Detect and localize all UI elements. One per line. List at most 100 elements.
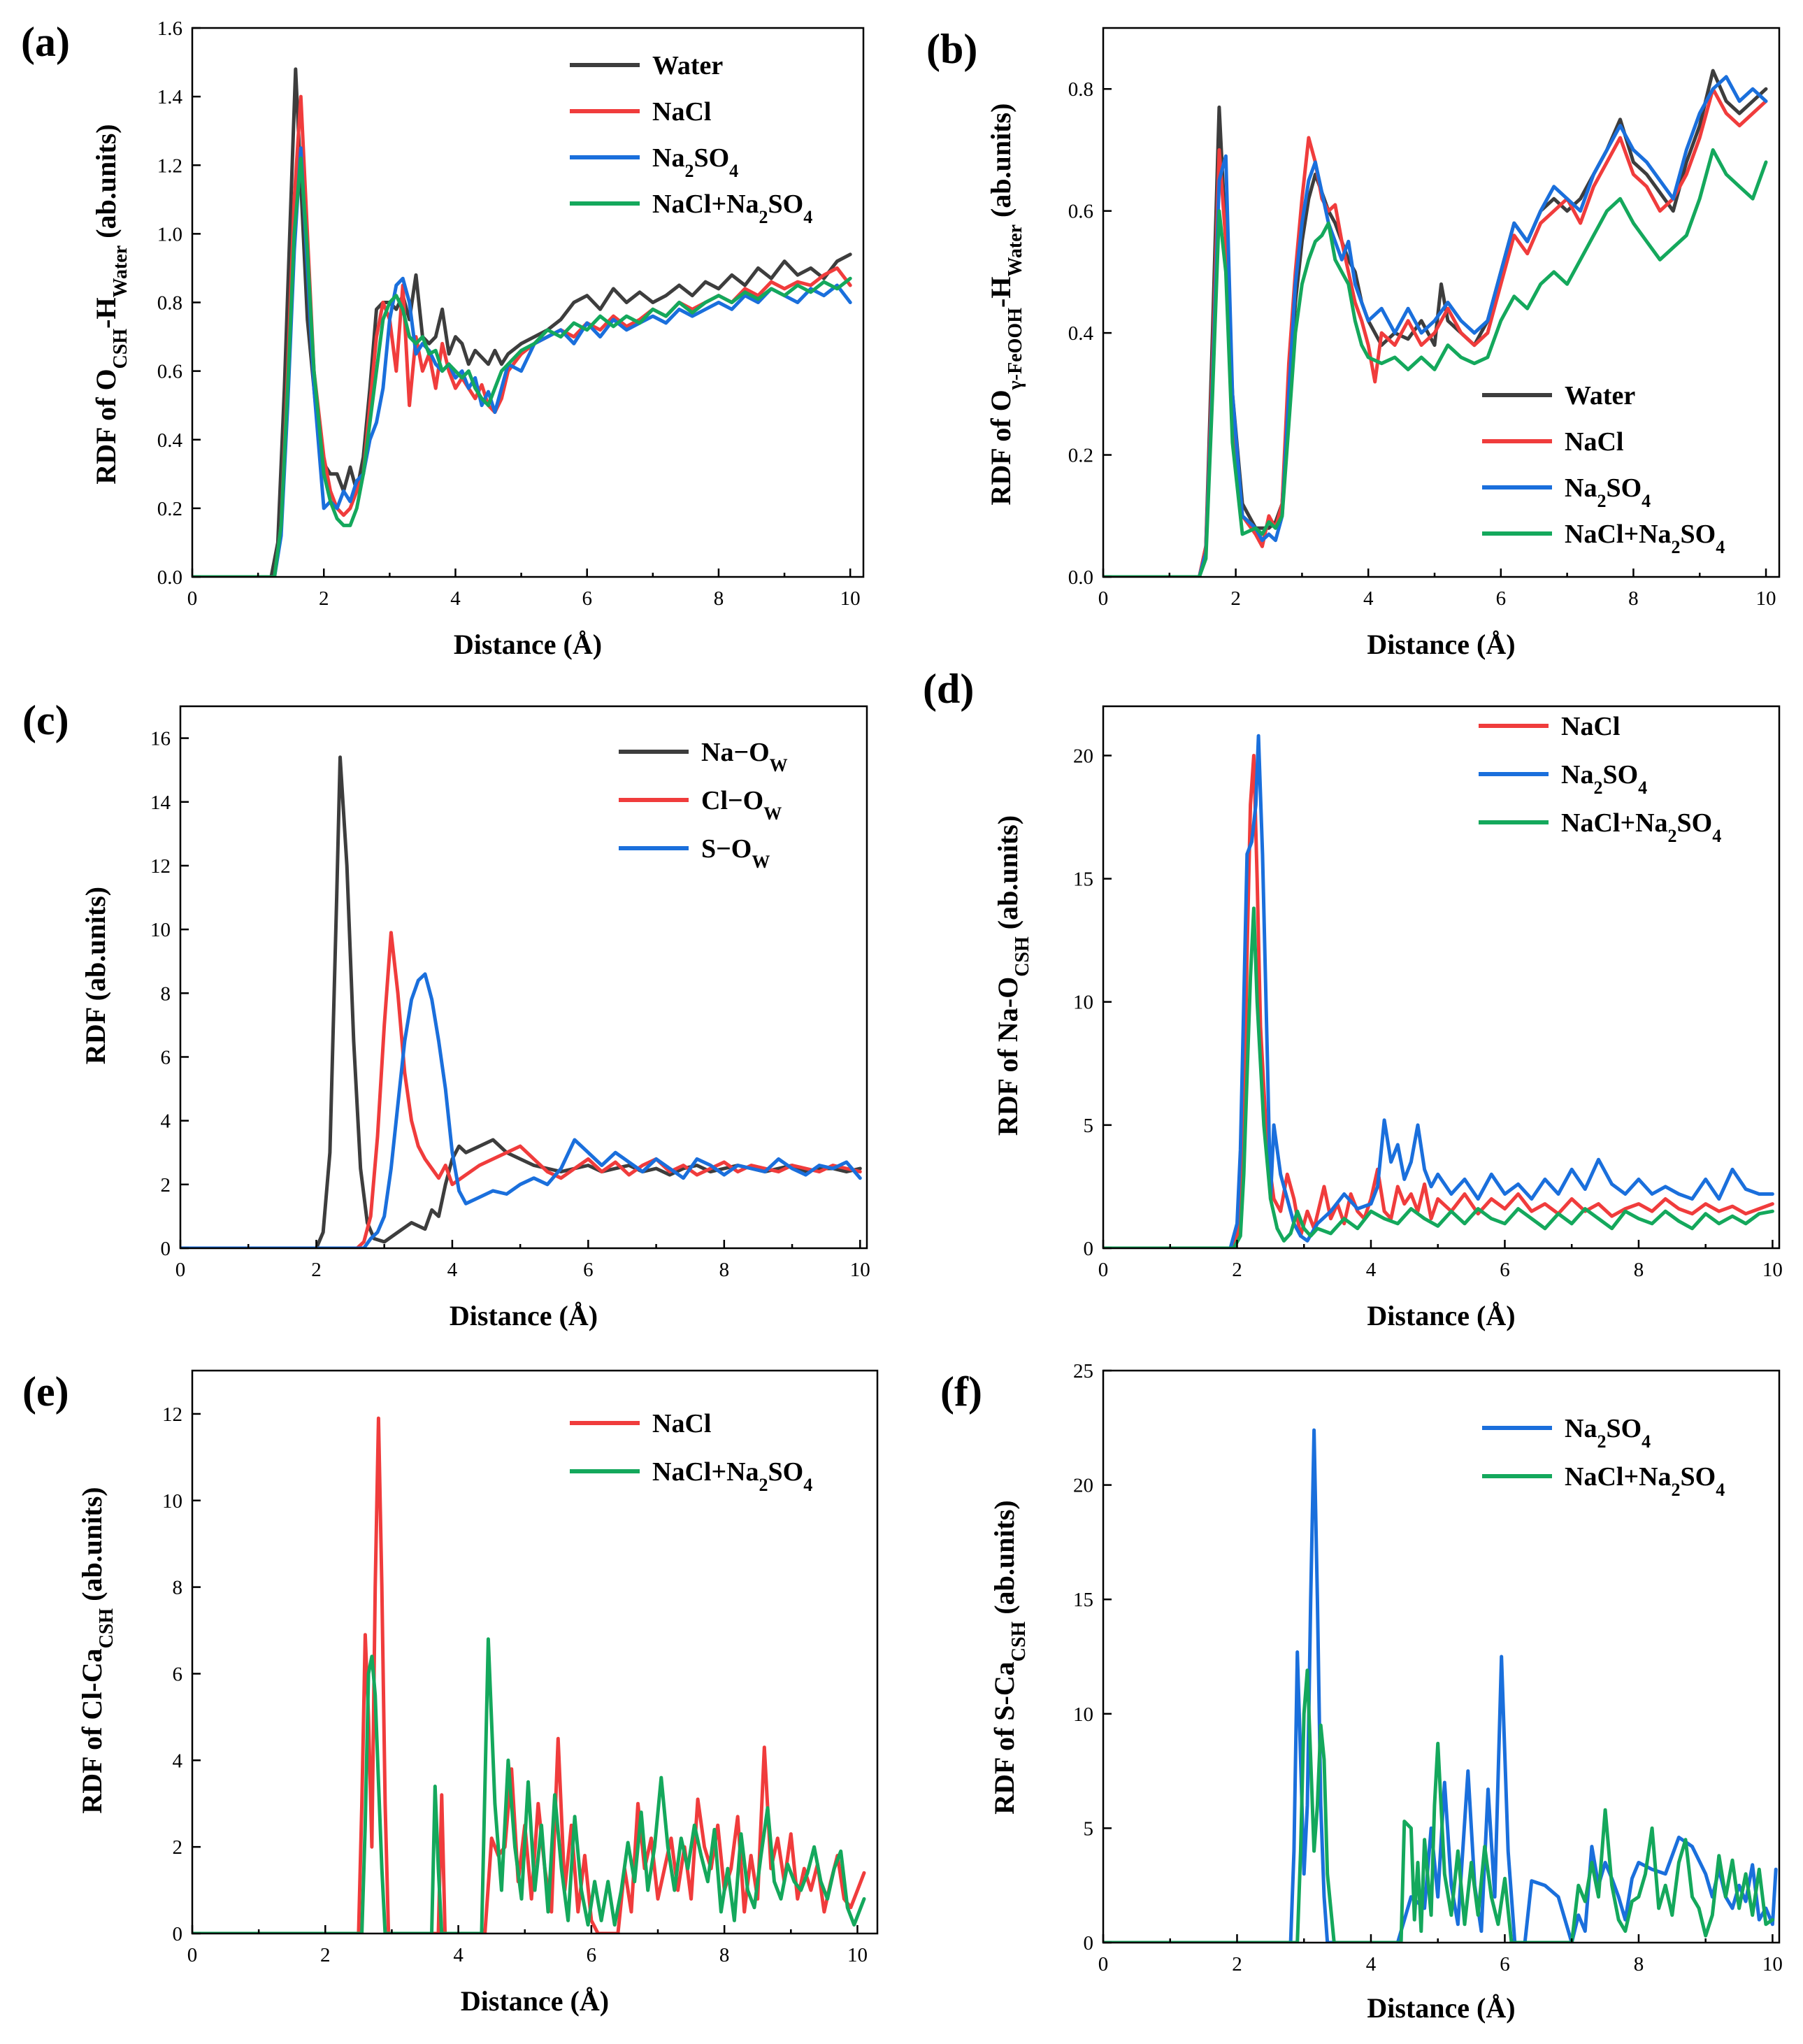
y-tick-label: 14 — [150, 792, 171, 814]
y-tick-label: 4 — [161, 1110, 171, 1133]
legend-entry-cl-ow: Cl−OW — [701, 786, 782, 824]
y-axis-title: RDF of Oγ-FeOOH-HWater (ab.units) — [985, 103, 1026, 506]
x-axis-title: Distance (Å) — [461, 1985, 609, 2017]
y-tick-label: 0.4 — [157, 429, 183, 452]
panel-a: 0 2 4 6 8 10 0.0 0.2 0.4 0.6 0.8 1.0 1.2 1.4 1.6 Distan… — [21, 17, 865, 660]
legend-entry-nacl-na2so4: NaCl+Na2SO4 — [652, 1457, 812, 1495]
panel-label: (e) — [22, 1368, 69, 1415]
series-line-nacl — [1103, 87, 1768, 577]
x-tick-label: 0 — [1098, 587, 1109, 610]
y-axis-title: RDF of S-CaCSH (ab.units) — [989, 1500, 1030, 1814]
y-tick-label: 5 — [1084, 1817, 1094, 1840]
y-tick-label: 25 — [1073, 1360, 1093, 1382]
y-tick-label: 6 — [173, 1663, 183, 1685]
legend: Water NaCl Na2SO4 NaCl+Na2SO4 — [1482, 381, 1725, 557]
x-tick-label: 8 — [719, 1259, 730, 1281]
series-line-s-ow — [180, 972, 862, 1248]
y-tick-label: 10 — [1073, 1703, 1093, 1726]
y-tick-label: 0.4 — [1068, 322, 1094, 345]
x-tick-label: 6 — [583, 1259, 594, 1281]
x-tick-label: 4 — [447, 1259, 458, 1281]
y-tick-label: 0 — [1084, 1238, 1094, 1260]
y-tick-label: 2 — [173, 1836, 183, 1859]
plot-frame — [1102, 27, 1781, 578]
y-tick-label: 0.8 — [157, 292, 182, 315]
y-tick-label: 0 — [1084, 1932, 1094, 1954]
panel-label: (c) — [22, 697, 69, 743]
series-line-na2so4 — [1103, 75, 1768, 577]
x-tick-label: 10 — [847, 1944, 868, 1966]
series-line-nacl — [192, 1416, 866, 1934]
series-line-nacl — [1103, 754, 1774, 1248]
y-tick-label: 12 — [150, 855, 171, 878]
legend-entry-na2so4: Na2SO4 — [1565, 473, 1651, 511]
y-axis-title: RDF of Cl-CaCSH (ab.units) — [76, 1487, 117, 1813]
y-tick-label: 0.6 — [157, 361, 182, 383]
x-tick-label: 0 — [1098, 1953, 1109, 1975]
series-line-nacl-na2so4 — [192, 1637, 866, 1934]
legend: NaCl Na2SO4 NaCl+Na2SO4 — [1479, 712, 1721, 846]
x-tick-label: 4 — [1363, 587, 1374, 610]
series-line-nacl-na2so4 — [1103, 148, 1768, 577]
series-line-nacl-na2so4 — [192, 156, 852, 577]
legend-entry-nacl: NaCl — [1561, 712, 1620, 741]
y-tick-label: 12 — [162, 1403, 182, 1426]
y-tick-label: 1.2 — [157, 155, 182, 177]
panel-b: 0 2 4 6 8 10 0.0 0.2 0.4 0.6 0.8 Distance (Å) RDF of… — [926, 26, 1781, 660]
x-tick-label: 0 — [187, 587, 198, 610]
x-tick-label: 4 — [1366, 1259, 1377, 1281]
x-tick-label: 10 — [850, 1259, 870, 1281]
x-tick-label: 6 — [582, 587, 592, 610]
x-axis-title: Distance (Å) — [454, 629, 602, 660]
x-tick-label: 6 — [1496, 587, 1507, 610]
x-tick-label: 8 — [714, 587, 724, 610]
legend-entry-nacl: NaCl — [652, 97, 711, 127]
x-axis-title: Distance (Å) — [1367, 629, 1515, 660]
legend-entry-s-ow: S−OW — [701, 834, 770, 872]
x-tick-label: 10 — [1762, 1953, 1783, 1975]
y-tick-label: 10 — [162, 1490, 182, 1513]
x-axis-title: Distance (Å) — [1367, 1992, 1515, 2024]
x-tick-label: 6 — [587, 1944, 597, 1966]
legend: NaCl NaCl+Na2SO4 — [570, 1409, 812, 1495]
x-tick-label: 2 — [1232, 1259, 1242, 1281]
x-tick-label: 4 — [450, 587, 461, 610]
y-tick-label: 15 — [1073, 1589, 1093, 1611]
legend-entry-nacl-na2so4: NaCl+Na2SO4 — [652, 190, 812, 227]
legend: Water NaCl Na2SO4 NaCl+Na2SO4 — [570, 51, 812, 227]
x-tick-label: 0 — [1098, 1259, 1109, 1281]
y-tick-label: 1.0 — [157, 223, 182, 245]
x-tick-label: 0 — [175, 1259, 186, 1281]
x-tick-label: 10 — [840, 587, 861, 610]
series-line-na2so4 — [1103, 734, 1774, 1248]
panel-d: 0 2 4 6 8 10 0 5 10 15 20 Distance (Å) RDF of Na-OCS… — [923, 666, 1783, 1331]
legend-entry-nacl: NaCl — [652, 1409, 711, 1438]
y-tick-label: 20 — [1073, 1475, 1093, 1497]
panel-label: (a) — [21, 19, 70, 65]
y-tick-label: 5 — [1084, 1115, 1094, 1137]
plot-frame — [191, 1369, 879, 1935]
x-tick-label: 6 — [1500, 1953, 1510, 1975]
legend-entry-na2so4: Na2SO4 — [1561, 760, 1647, 798]
y-axis-title: RDF of OCSH-HWater (ab.units) — [90, 124, 131, 484]
x-axis-title: Distance (Å) — [1367, 1300, 1515, 1331]
x-tick-label: 2 — [311, 1259, 322, 1281]
panel-label: (b) — [926, 26, 977, 72]
legend-entry-na2so4: Na2SO4 — [1565, 1414, 1651, 1452]
series-line-water — [1103, 69, 1768, 577]
series-line-nacl-na2so4 — [1103, 1668, 1774, 1943]
y-tick-label: 1.6 — [157, 17, 182, 40]
y-tick-label: 4 — [173, 1750, 183, 1772]
y-tick-label: 1.4 — [157, 86, 183, 108]
panel-f: 0 2 4 6 8 10 0 5 10 15 20 25 Distance (Å) RDF of S-Ca… — [940, 1360, 1783, 2024]
legend-entry-nacl-na2so4: NaCl+Na2SO4 — [1561, 808, 1721, 846]
y-axis-title: RDF (ab.units) — [80, 887, 111, 1064]
y-tick-label: 16 — [150, 728, 171, 750]
x-tick-label: 8 — [719, 1944, 730, 1966]
series-line-water — [192, 67, 852, 577]
y-tick-label: 10 — [1073, 992, 1093, 1014]
series-line-na2so4 — [192, 146, 852, 577]
x-axis-title: Distance (Å) — [450, 1300, 598, 1331]
x-tick-label: 4 — [453, 1944, 464, 1966]
y-tick-label: 0.2 — [1068, 445, 1093, 467]
